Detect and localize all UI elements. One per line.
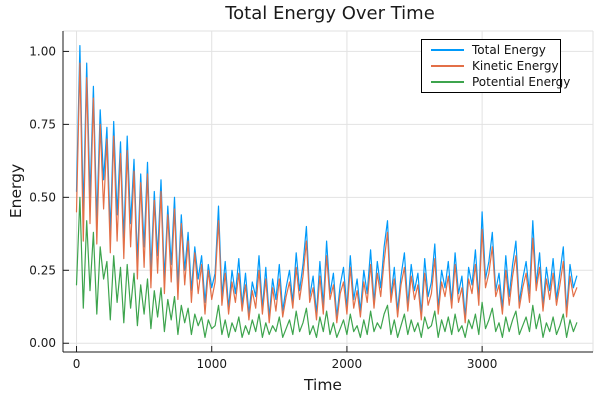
tick-labels: 0 1000 2000 3000 0.00 0.25 0.50 0.75 1.00 — [29, 44, 497, 371]
x-tick-label: 3000 — [467, 357, 498, 371]
x-tick-label: 0 — [73, 357, 81, 371]
y-axis-label: Energy — [7, 164, 25, 218]
y-tick-label: 1.00 — [29, 44, 56, 58]
x-axis-label: Time — [303, 376, 342, 394]
legend-line-swatch — [431, 65, 464, 67]
legend-line-swatch — [431, 81, 464, 83]
axis-frame — [62, 30, 594, 353]
legend-item-kinetic-energy: Kinetic Energy — [422, 58, 560, 74]
legend-item-total-energy: Total Energy — [422, 42, 560, 58]
chart-title: Total Energy Over Time — [224, 3, 435, 24]
y-tick-label: 0.25 — [29, 263, 56, 277]
y-tick-label: 0.50 — [29, 190, 56, 204]
legend: Total Energy Kinetic Energy Potential Ener… — [421, 39, 570, 93]
x-tick-label: 2000 — [332, 357, 363, 371]
legend-item-potential-energy: Potential Energy — [422, 74, 570, 90]
x-tick-label: 1000 — [196, 357, 227, 371]
legend-label: Total Energy — [472, 43, 546, 57]
legend-label: Potential Energy — [472, 75, 571, 89]
series-lines — [75, 44, 578, 338]
series-line-potential-energy — [75, 196, 578, 338]
legend-label: Kinetic Energy — [472, 59, 559, 73]
y-tick-label: 0.00 — [29, 336, 56, 350]
y-tick-label: 0.75 — [29, 117, 56, 131]
legend-line-swatch — [431, 49, 464, 51]
series-line-kinetic-energy — [75, 62, 578, 324]
